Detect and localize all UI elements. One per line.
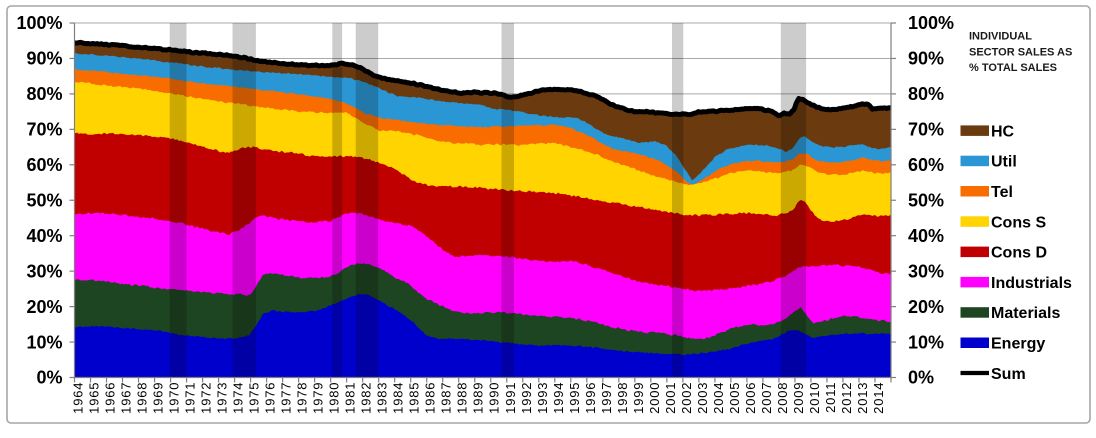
svg-text:1994: 1994 xyxy=(551,382,566,414)
svg-text:Industrials: Industrials xyxy=(991,275,1072,292)
svg-text:INDIVIDUAL: INDIVIDUAL xyxy=(969,31,1032,43)
svg-text:1973: 1973 xyxy=(215,382,230,414)
svg-text:10%: 10% xyxy=(26,332,62,352)
svg-text:0%: 0% xyxy=(36,368,62,388)
svg-text:1972: 1972 xyxy=(199,382,214,414)
svg-text:2004: 2004 xyxy=(711,382,726,414)
svg-text:1995: 1995 xyxy=(567,382,582,414)
svg-text:2010: 2010 xyxy=(807,382,822,414)
svg-text:1970: 1970 xyxy=(167,382,182,414)
svg-text:80%: 80% xyxy=(26,84,62,104)
svg-text:70%: 70% xyxy=(26,120,62,140)
svg-text:1999: 1999 xyxy=(631,382,646,414)
svg-text:70%: 70% xyxy=(908,120,944,140)
svg-text:2012: 2012 xyxy=(839,382,854,414)
svg-text:30%: 30% xyxy=(908,261,944,281)
svg-text:1990: 1990 xyxy=(487,382,502,414)
svg-text:10%: 10% xyxy=(908,332,944,352)
svg-text:50%: 50% xyxy=(26,190,62,210)
svg-text:1969: 1969 xyxy=(151,382,166,414)
svg-text:Tel: Tel xyxy=(991,184,1013,201)
svg-text:2013: 2013 xyxy=(855,382,870,414)
svg-text:Cons D: Cons D xyxy=(991,245,1047,262)
svg-text:2005: 2005 xyxy=(727,382,742,414)
svg-text:1997: 1997 xyxy=(599,382,614,414)
svg-text:90%: 90% xyxy=(26,49,62,69)
svg-text:1981: 1981 xyxy=(343,382,358,414)
svg-text:SECTOR SALES AS: SECTOR SALES AS xyxy=(969,46,1072,58)
svg-text:% TOTAL SALES: % TOTAL SALES xyxy=(969,62,1057,74)
svg-text:1993: 1993 xyxy=(535,382,550,414)
svg-text:40%: 40% xyxy=(908,226,944,246)
svg-text:1965: 1965 xyxy=(87,382,102,414)
svg-text:2002: 2002 xyxy=(679,382,694,414)
svg-text:1983: 1983 xyxy=(375,382,390,414)
svg-text:1992: 1992 xyxy=(519,382,534,414)
svg-text:Cons S: Cons S xyxy=(991,214,1046,231)
svg-text:90%: 90% xyxy=(908,49,944,69)
svg-text:1986: 1986 xyxy=(423,382,438,414)
svg-text:2007: 2007 xyxy=(759,382,774,414)
svg-text:1984: 1984 xyxy=(391,382,406,414)
svg-text:1998: 1998 xyxy=(615,382,630,414)
svg-text:1966: 1966 xyxy=(103,382,118,414)
svg-text:2006: 2006 xyxy=(743,382,758,414)
svg-text:1968: 1968 xyxy=(135,382,150,414)
svg-text:30%: 30% xyxy=(26,261,62,281)
svg-text:20%: 20% xyxy=(26,297,62,317)
svg-text:1974: 1974 xyxy=(231,382,246,414)
svg-text:0%: 0% xyxy=(908,368,934,388)
svg-text:1976: 1976 xyxy=(263,382,278,414)
svg-text:1971: 1971 xyxy=(183,382,198,414)
svg-text:1996: 1996 xyxy=(583,382,598,414)
svg-text:Materials: Materials xyxy=(991,305,1060,322)
svg-text:Energy: Energy xyxy=(991,336,1045,353)
svg-text:1991: 1991 xyxy=(503,382,518,414)
svg-text:100%: 100% xyxy=(908,13,954,33)
svg-text:20%: 20% xyxy=(908,297,944,317)
svg-text:1989: 1989 xyxy=(471,382,486,414)
svg-text:100%: 100% xyxy=(16,13,62,33)
svg-text:1979: 1979 xyxy=(311,382,326,414)
svg-text:1964: 1964 xyxy=(71,382,86,414)
svg-text:1967: 1967 xyxy=(119,382,134,414)
svg-text:HC: HC xyxy=(991,123,1015,140)
svg-text:1980: 1980 xyxy=(327,382,342,414)
svg-text:Util: Util xyxy=(991,154,1017,171)
svg-text:1977: 1977 xyxy=(279,382,294,414)
svg-text:1982: 1982 xyxy=(359,382,374,414)
svg-text:1987: 1987 xyxy=(439,382,454,414)
svg-text:60%: 60% xyxy=(908,155,944,175)
svg-text:1975: 1975 xyxy=(247,382,262,414)
svg-text:2008: 2008 xyxy=(775,382,790,414)
svg-text:Sum: Sum xyxy=(991,366,1026,383)
svg-text:2003: 2003 xyxy=(695,382,710,414)
svg-text:1978: 1978 xyxy=(295,382,310,414)
svg-text:60%: 60% xyxy=(26,155,62,175)
svg-text:2001: 2001 xyxy=(663,382,678,414)
svg-text:2000: 2000 xyxy=(647,382,662,414)
svg-text:2009: 2009 xyxy=(791,382,806,414)
svg-text:50%: 50% xyxy=(908,190,944,210)
svg-text:40%: 40% xyxy=(26,226,62,246)
svg-text:1985: 1985 xyxy=(407,382,422,414)
svg-text:2011: 2011 xyxy=(823,382,838,413)
svg-text:1988: 1988 xyxy=(455,382,470,414)
svg-text:2014: 2014 xyxy=(871,382,886,414)
svg-text:80%: 80% xyxy=(908,84,944,104)
